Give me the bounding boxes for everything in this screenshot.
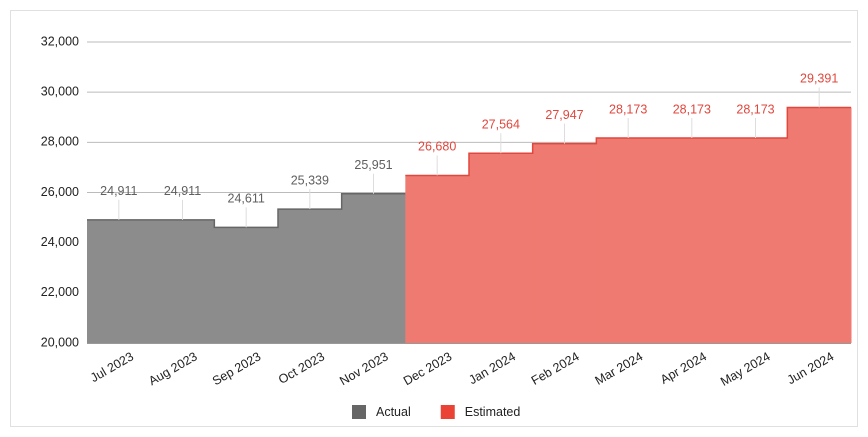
step-area [278,209,343,343]
step-area [150,219,215,343]
step-area [469,153,534,343]
y-tick-label: 32,000 [41,34,79,48]
step-area [660,137,725,343]
value-label: 28,173 [736,102,774,116]
step-line [87,192,406,229]
legend-swatch [352,405,366,419]
step-area [405,175,470,343]
value-label: 28,173 [673,102,711,116]
y-tick-label: 20,000 [41,335,79,349]
legend-swatch [440,405,455,419]
step-area [341,193,406,343]
value-label: 25,951 [354,158,392,172]
step-area [596,137,661,343]
value-label: 24,911 [100,184,137,198]
value-label: 27,947 [545,108,583,122]
legend-label: Actual [376,405,411,419]
y-tick-label: 28,000 [41,135,79,149]
y-tick-label: 24,000 [41,235,79,249]
value-label: 25,339 [291,173,329,187]
step-line [405,106,851,177]
legend-label: Estimated [465,405,521,419]
step-area [87,219,152,343]
step-area [532,143,597,343]
value-label: 24,911 [164,184,201,198]
value-label: 28,173 [609,102,647,116]
value-label: 27,564 [482,118,520,132]
value-label: 24,611 [228,192,265,206]
value-label: 26,680 [418,140,456,154]
y-tick-label: 30,000 [41,84,79,98]
y-tick-label: 26,000 [41,185,79,199]
value-label: 29,391 [800,72,838,86]
y-tick-label: 22,000 [41,285,79,299]
step-area [787,107,852,343]
step-area [723,137,788,343]
step-area [214,227,279,343]
